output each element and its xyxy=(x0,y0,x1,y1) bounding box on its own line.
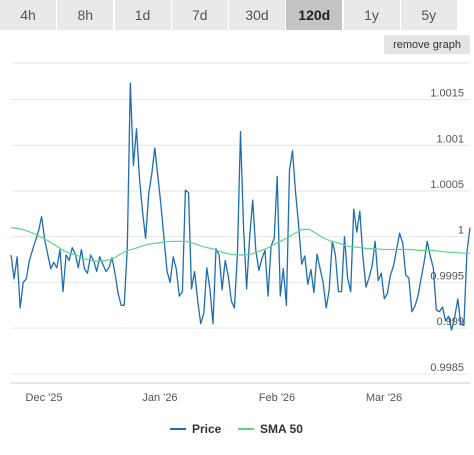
x-tick-label: Feb '26 xyxy=(259,392,295,404)
x-tick-label: Jan '26 xyxy=(142,392,177,404)
legend-swatch-sma xyxy=(238,428,254,430)
legend-label-price: Price xyxy=(192,422,222,436)
legend-item-sma[interactable]: SMA 50 xyxy=(238,420,303,438)
x-tick-label: Dec '25 xyxy=(26,392,63,404)
tab-7d[interactable]: 7d xyxy=(171,0,228,30)
y-tick-label: 0.9985 xyxy=(430,362,464,374)
y-tick-label: 1.0005 xyxy=(430,179,464,191)
tab-1d[interactable]: 1d xyxy=(114,0,171,30)
y-tick-label: 1.0015 xyxy=(430,88,464,100)
tab-1y[interactable]: 1y xyxy=(343,0,400,30)
legend-label-sma: SMA 50 xyxy=(260,422,303,436)
tab-5y[interactable]: 5y xyxy=(400,0,457,30)
tab-30d[interactable]: 30d xyxy=(229,0,285,30)
legend-swatch-price xyxy=(170,428,186,430)
tab-8h[interactable]: 8h xyxy=(57,0,114,30)
x-tick-label: Mar '26 xyxy=(366,392,402,404)
price-series-line xyxy=(10,82,471,331)
tab-120d[interactable]: 120d xyxy=(286,0,343,30)
y-tick-label: 0.9995 xyxy=(430,270,464,282)
tab-4h[interactable]: 4h xyxy=(0,0,56,30)
y-tick-label: 1.001 xyxy=(436,133,464,145)
legend-item-price[interactable]: Price xyxy=(170,420,221,438)
sma-series-line xyxy=(10,227,470,262)
y-tick-label: 1 xyxy=(458,225,464,237)
remove-graph-button[interactable]: remove graph xyxy=(384,35,470,54)
time-range-tabs: 4h 8h 1d 7d 30d 120d 1y 5y xyxy=(0,0,474,30)
chart-legend: Price SMA 50 xyxy=(0,420,474,438)
